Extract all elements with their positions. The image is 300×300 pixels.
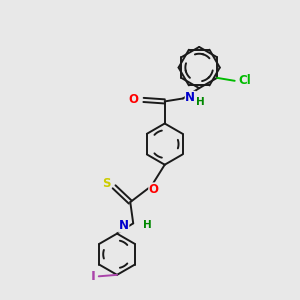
Text: H: H <box>142 220 152 230</box>
Text: I: I <box>91 270 96 283</box>
Text: H: H <box>196 97 205 107</box>
Text: Cl: Cl <box>238 74 251 87</box>
Text: O: O <box>149 183 159 196</box>
Text: O: O <box>128 93 138 106</box>
Text: S: S <box>102 177 110 190</box>
Text: N: N <box>119 219 129 232</box>
Text: N: N <box>185 92 195 104</box>
